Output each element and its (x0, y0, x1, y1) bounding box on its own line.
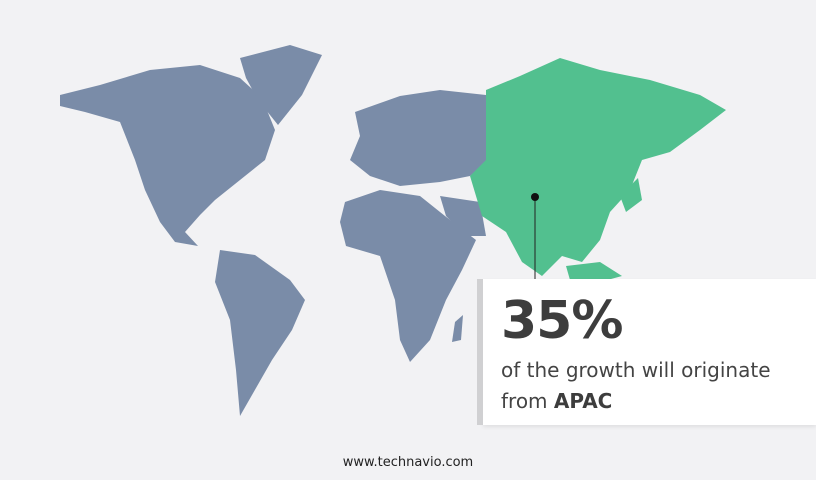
website-footer: www.technavio.com (342, 455, 474, 470)
south-america (215, 250, 305, 416)
region-name: APAC (553, 389, 613, 413)
callout-text: of the growth will originate (501, 358, 771, 382)
north-america (60, 65, 275, 246)
callout-description: of the growth will originate from APAC (501, 355, 771, 417)
pin-dot (531, 193, 539, 201)
apac-region (470, 58, 726, 276)
greenland (240, 45, 322, 125)
callout-card: 35% of the growth will originate from AP… (483, 279, 816, 425)
europe (350, 90, 490, 186)
middle-east (440, 196, 486, 236)
growth-percentage: 35% (501, 291, 623, 351)
callout-line2: from APAC (501, 386, 771, 417)
southeast-asia-islands (566, 262, 622, 282)
africa (340, 190, 476, 362)
callout-prefix: from (501, 389, 548, 413)
madagascar (452, 315, 463, 342)
japan (620, 178, 642, 212)
